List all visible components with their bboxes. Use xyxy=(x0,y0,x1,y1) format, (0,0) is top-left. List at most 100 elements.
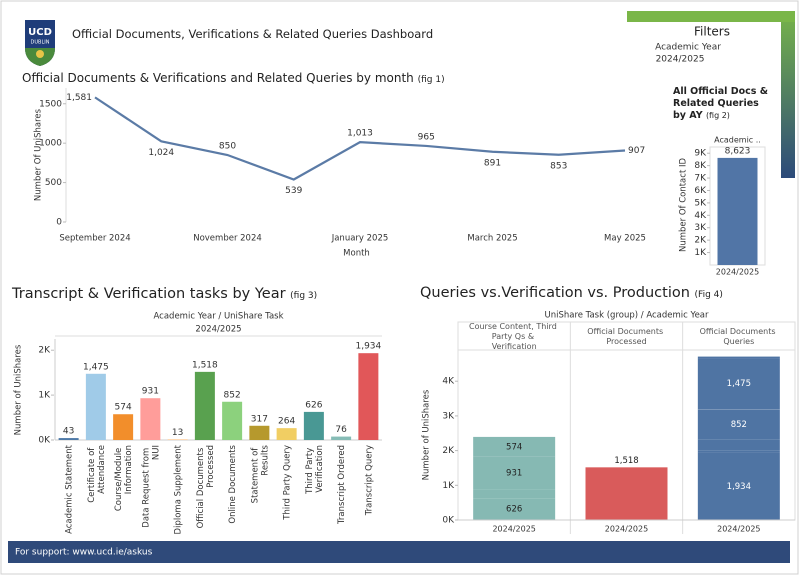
data-label: 8,623 xyxy=(725,146,751,156)
column-header: Academic .. xyxy=(714,136,761,145)
y-tick-label: 2K xyxy=(38,346,51,356)
bar xyxy=(276,428,297,440)
y-tick-label: 5K xyxy=(694,198,707,208)
data-label: 626 xyxy=(506,505,522,515)
x-tick-label: September 2024 xyxy=(59,234,130,244)
filter-label: Academic Year xyxy=(655,43,721,53)
x-tick-label: January 2025 xyxy=(331,234,389,244)
y-tick-label: 1000 xyxy=(39,139,62,149)
data-label: 1,518 xyxy=(192,360,218,370)
x-tick-label: Statement of Results xyxy=(250,444,270,503)
bar xyxy=(249,425,270,440)
bar xyxy=(222,401,243,440)
y-tick-label: 6K xyxy=(694,186,707,196)
data-label: 852 xyxy=(731,420,747,430)
data-label: 76 xyxy=(335,425,347,435)
bar xyxy=(331,436,352,440)
chart-title: Official Documents & Verifications and R… xyxy=(22,71,414,85)
y-tick-label: 4K xyxy=(694,211,707,221)
y-tick-label: 500 xyxy=(45,178,62,188)
bar-segment xyxy=(473,498,556,520)
column-header: 2024/2025 xyxy=(195,325,241,335)
fig3-title-block: Transcript & Verification tasks by Year … xyxy=(12,286,317,302)
y-axis-label: Number of UniShares xyxy=(14,344,24,435)
x-tick-label: Third Party Verification xyxy=(304,445,324,495)
data-label: 931 xyxy=(506,468,522,478)
bar-segment xyxy=(585,467,668,520)
data-label: 907 xyxy=(628,146,645,156)
data-label: 1,581 xyxy=(66,93,92,103)
data-label: 43 xyxy=(63,427,74,437)
y-tick-label: 7K xyxy=(694,174,707,184)
bar-segment xyxy=(697,452,780,520)
y-tick-label: 1K xyxy=(442,481,455,491)
bar xyxy=(140,398,161,440)
data-label: 1,934 xyxy=(727,482,751,492)
filter-value[interactable]: 2024/2025 xyxy=(656,55,705,65)
data-label: 1,475 xyxy=(83,362,109,372)
x-tick-label: 2024/2025 xyxy=(492,525,535,534)
y-tick-label: 1K xyxy=(694,248,707,258)
x-tick-label: Academic Statement xyxy=(64,444,74,534)
fig1-title-block: Official Documents & Verifications and R… xyxy=(22,71,445,85)
bar xyxy=(194,371,215,440)
bar xyxy=(167,439,188,440)
header: Academic Year / UniShare Task xyxy=(154,312,284,322)
bar xyxy=(717,157,758,265)
chart-title: Queries vs.Verification vs. Production xyxy=(420,285,690,301)
bar-segment xyxy=(473,489,556,499)
data-label: 1,934 xyxy=(355,342,381,352)
data-label: 574 xyxy=(506,442,522,452)
y-tick-label: 8K xyxy=(694,161,707,171)
bar-segment xyxy=(697,450,780,453)
x-tick-label: Certificate of Attendance xyxy=(86,445,106,503)
x-tick-label: Data Request from NUI xyxy=(141,445,161,528)
data-label: 264 xyxy=(278,417,295,427)
y-tick-label: 9K xyxy=(694,149,707,159)
data-label: 1,024 xyxy=(148,148,174,158)
x-tick-label: 2024/2025 xyxy=(717,525,760,534)
figure-label: (Fig 4) xyxy=(694,290,723,300)
data-label: 850 xyxy=(219,142,236,152)
line-series xyxy=(94,96,626,181)
bar-segment xyxy=(697,439,780,451)
y-tick-label: 3K xyxy=(694,223,707,233)
logo-subtext: DUBLIN xyxy=(31,40,50,46)
data-label: 317 xyxy=(251,414,268,424)
chart-title: Transcript & Verification tasks by Year xyxy=(12,286,286,302)
footer-text[interactable]: For support: www.ucd.ie/askus xyxy=(15,548,153,558)
x-tick-label: November 2024 xyxy=(193,234,262,244)
data-label: 891 xyxy=(484,158,501,168)
y-tick-label: 4K xyxy=(442,377,455,387)
figure-label: (fig 1) xyxy=(417,75,445,85)
x-tick-label: Third Party Query xyxy=(282,445,292,521)
x-tick-label: Diploma Supplement xyxy=(173,444,183,534)
chart-title: All Official Docs & Related Queries by A… xyxy=(673,86,768,121)
x-tick-label: March 2025 xyxy=(467,234,517,244)
bar-segment xyxy=(473,436,556,457)
y-axis-label: Number of UniShares xyxy=(422,389,432,480)
y-tick-label: 2K xyxy=(442,446,455,456)
x-tick-label: Online Documents xyxy=(228,444,238,523)
x-tick-label: 2024/2025 xyxy=(605,525,648,534)
data-label: 931 xyxy=(142,387,159,397)
figure-label: (fig 2) xyxy=(705,111,730,120)
fig2-title-block: All Official Docs & Related Queries by A… xyxy=(673,86,768,122)
bar-segment xyxy=(697,409,780,440)
x-tick-label: May 2025 xyxy=(604,234,646,244)
x-tick-label: Transcript Ordered xyxy=(337,445,347,525)
x-tick-label: 2024/2025 xyxy=(716,268,759,277)
x-tick-label: Official Documents Processed xyxy=(195,445,215,528)
data-label: 539 xyxy=(285,186,302,196)
data-label: 13 xyxy=(172,428,183,438)
logo-emblem xyxy=(36,50,44,58)
y-tick-label: 0K xyxy=(442,516,455,526)
panel-header: Course Content, Third Party Qs & Verific… xyxy=(469,322,559,351)
figure-label: (fig 3) xyxy=(290,291,318,301)
bar xyxy=(303,411,324,440)
y-tick-label: 0 xyxy=(56,218,62,228)
y-tick-label: 2K xyxy=(694,236,707,246)
